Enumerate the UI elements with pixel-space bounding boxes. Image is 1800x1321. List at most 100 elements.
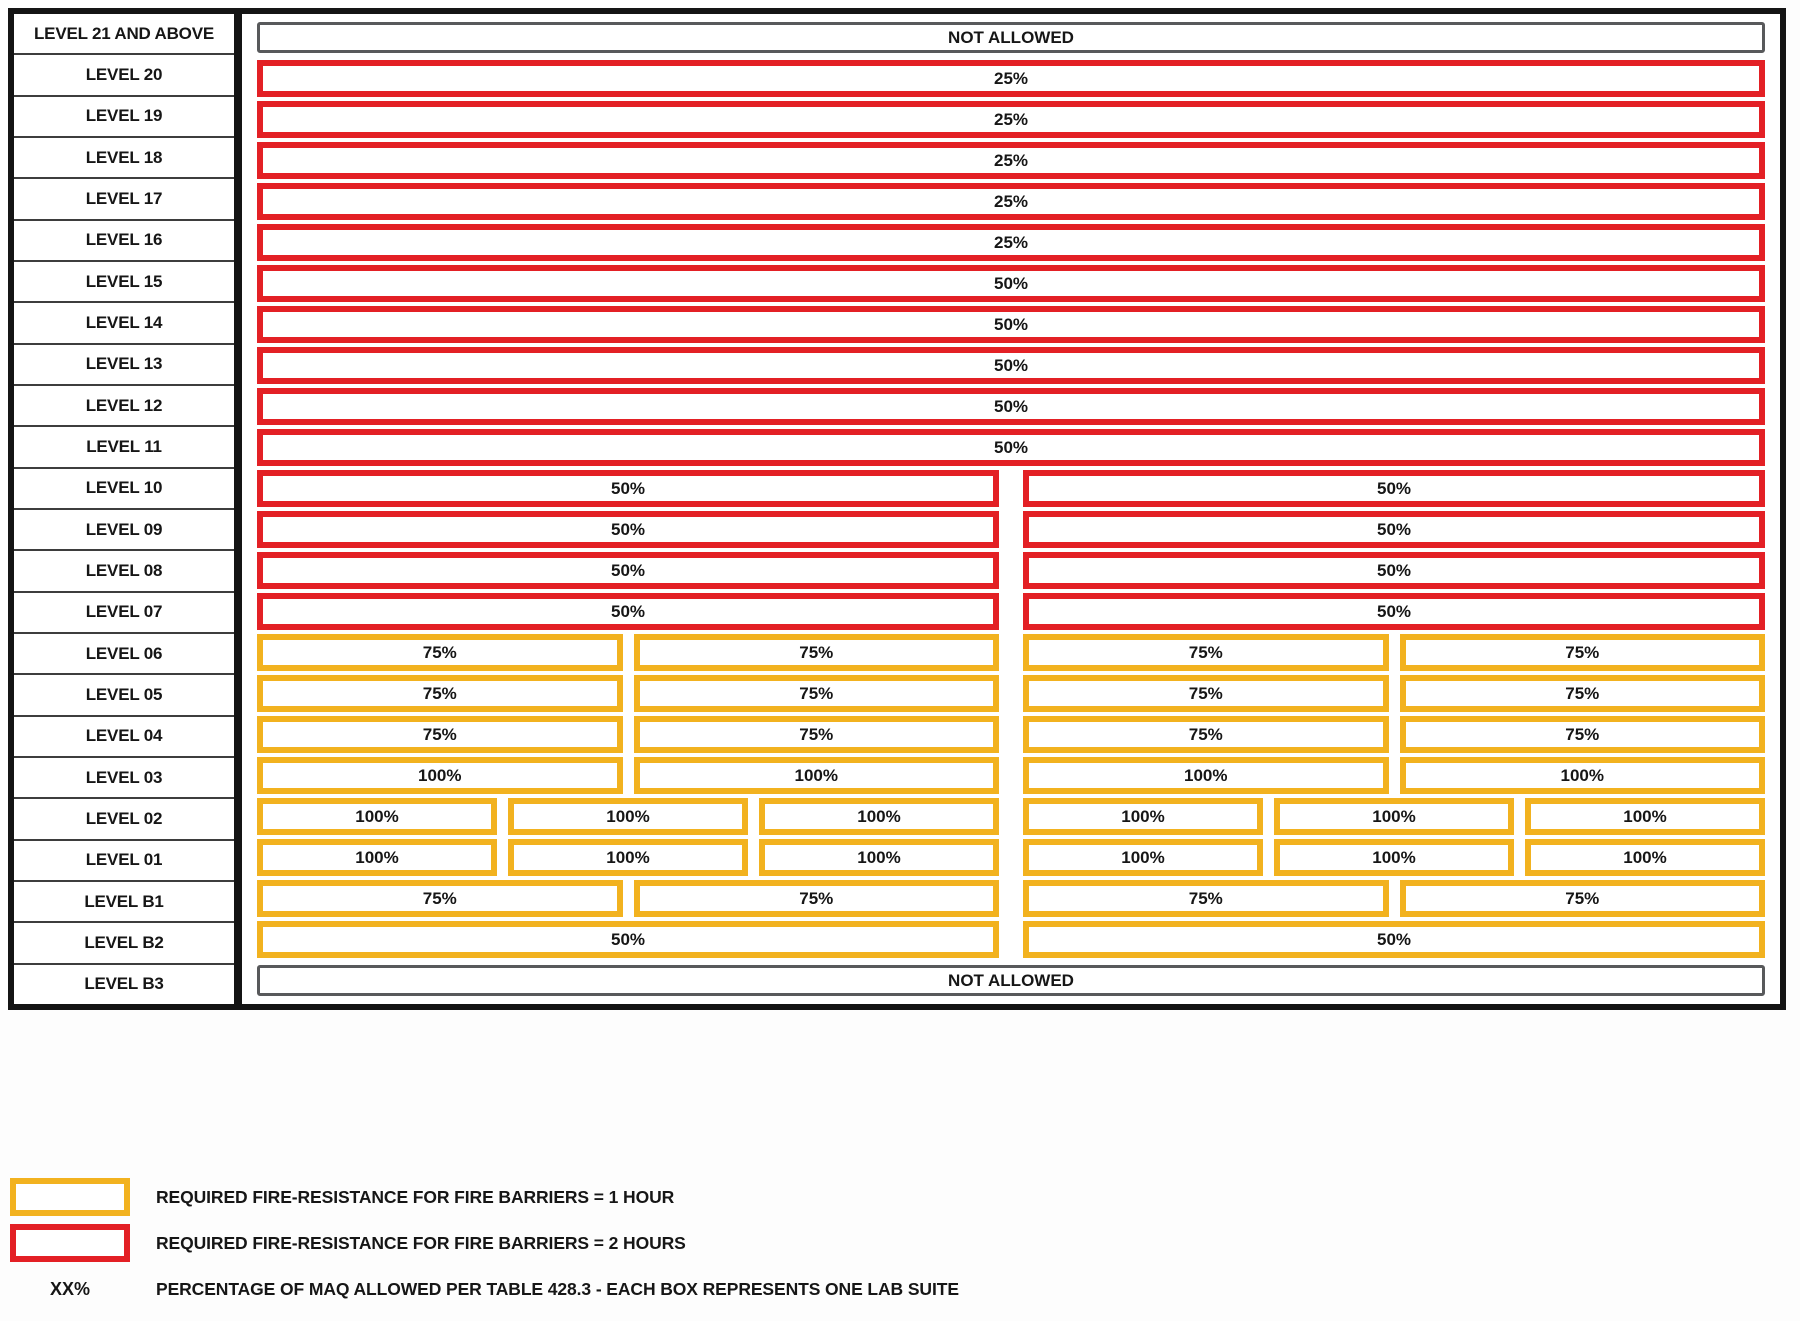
suite-row-left-half: 100% 100%: [257, 757, 999, 794]
level-label: LEVEL 02: [14, 799, 234, 841]
suite-row: 25%: [257, 99, 1765, 140]
suite-row-right-half: 100% 100% 100%: [1023, 839, 1765, 876]
suite-value: 75%: [422, 683, 457, 703]
lab-suite-box: 25%: [257, 183, 1765, 220]
level-label: LEVEL 14: [14, 303, 234, 345]
suite-row: 25%: [257, 181, 1765, 222]
suite-row-right-half: 50%: [1023, 511, 1765, 548]
lab-suite-box: 100%: [257, 798, 497, 835]
legend-row: REQUIRED FIRE-RESISTANCE FOR FIRE BARRIE…: [10, 1224, 959, 1262]
suite-row: NOT ALLOWED: [257, 17, 1765, 58]
level-label: LEVEL 09: [14, 510, 234, 552]
lab-suite-box: 100%: [1525, 798, 1765, 835]
level-label: LEVEL 04: [14, 717, 234, 758]
level-label: LEVEL 15: [14, 262, 234, 304]
lab-suite-box: 50%: [257, 306, 1765, 343]
suite-row: 50%: [257, 263, 1765, 304]
suite-value: NOT ALLOWED: [948, 970, 1074, 990]
lab-suite-box: 100%: [1274, 798, 1514, 835]
lab-suite-box: 100%: [508, 798, 748, 835]
xx-percent-symbol: XX%: [49, 1278, 91, 1299]
level-label: LEVEL 11: [14, 427, 234, 469]
suite-row-left-half: 100% 100% 100%: [257, 839, 999, 876]
suite-value: 100%: [606, 847, 650, 867]
suite-value: 100%: [355, 847, 399, 867]
suite-value: 100%: [1121, 847, 1165, 867]
suite-row: 50%: [257, 345, 1765, 386]
suite-value: 50%: [610, 478, 646, 498]
suite-row-left-half: 50%: [257, 921, 999, 958]
level-label: LEVEL 13: [14, 345, 234, 386]
suites-column: NOT ALLOWED 25% 25% 25% 25% 25% 50% 50% 50% 50% 50…: [242, 14, 1780, 1004]
suite-row: 25%: [257, 58, 1765, 99]
suite-value: 50%: [1376, 929, 1412, 949]
lab-suite-box: 50%: [257, 265, 1765, 302]
suite-row-left-half: 50%: [257, 511, 999, 548]
suite-row-left-half: 75% 75%: [257, 634, 999, 671]
lab-suite-box: 75%: [257, 634, 623, 671]
lab-suite-box: 50%: [1023, 593, 1765, 630]
legend-label: PERCENTAGE OF MAQ ALLOWED PER TABLE 428.…: [156, 1278, 959, 1299]
suite-value: 75%: [1565, 642, 1600, 662]
suite-value: 25%: [993, 68, 1029, 88]
lab-suite-box: 75%: [633, 716, 999, 753]
suite-value: 25%: [993, 150, 1029, 170]
suite-value: 100%: [1121, 806, 1165, 826]
suite-row: 75% 75% 75% 75%: [257, 714, 1765, 755]
suite-value: 100%: [355, 806, 399, 826]
suite-value: 75%: [799, 724, 834, 744]
level-label: LEVEL 03: [14, 758, 234, 800]
suite-value: 100%: [1372, 806, 1416, 826]
suite-row: 100% 100% 100% 100% 100% 100%: [257, 796, 1765, 837]
not-allowed-box: NOT ALLOWED: [257, 965, 1765, 996]
lab-suite-box: 100%: [1399, 757, 1765, 794]
suite-row: 50%: [257, 386, 1765, 427]
yellow-swatch-box: [10, 1178, 130, 1216]
suite-row-left-half: 75% 75%: [257, 675, 999, 712]
lab-suite-box: 100%: [1525, 839, 1765, 876]
suite-value: 75%: [1188, 642, 1223, 662]
suite-value: 50%: [1376, 519, 1412, 539]
level-label: LEVEL 10: [14, 469, 234, 510]
suite-value: 100%: [606, 806, 650, 826]
lab-suite-box: 75%: [257, 675, 623, 712]
lab-suite-box: 75%: [257, 716, 623, 753]
not-allowed-box: NOT ALLOWED: [257, 22, 1765, 53]
suite-row-right-half: 50%: [1023, 552, 1765, 589]
suite-row-left-half: 50%: [257, 552, 999, 589]
suite-row-right-half: 100% 100% 100%: [1023, 798, 1765, 835]
legend-label: REQUIRED FIRE-RESISTANCE FOR FIRE BARRIE…: [156, 1186, 675, 1207]
suite-row-left-half: 50%: [257, 593, 999, 630]
lab-suite-box: 75%: [633, 634, 999, 671]
lab-suite-box: 100%: [759, 798, 999, 835]
level-label: LEVEL 17: [14, 179, 234, 221]
level-label: LEVEL 08: [14, 551, 234, 593]
suite-value: 100%: [1623, 806, 1667, 826]
lab-suite-box: 100%: [1023, 798, 1263, 835]
suite-row: 50%: [257, 304, 1765, 345]
lab-suite-box: 50%: [1023, 552, 1765, 589]
level-label: LEVEL B3: [84, 974, 164, 994]
suite-row-right-half: 50%: [1023, 921, 1765, 958]
lab-suite-box: 75%: [1399, 675, 1765, 712]
suite-value: 75%: [799, 642, 834, 662]
lab-suite-box: 50%: [1023, 470, 1765, 507]
suite-row-left-half: 75% 75%: [257, 716, 999, 753]
suite-value: 100%: [857, 847, 901, 867]
suite-value: 75%: [1565, 683, 1600, 703]
suite-value: 50%: [1376, 560, 1412, 580]
suite-row-right-half: 75% 75%: [1023, 634, 1765, 671]
lab-suite-box: 100%: [1023, 757, 1389, 794]
lab-suite-box: 100%: [257, 839, 497, 876]
suite-row: 50% 50%: [257, 468, 1765, 509]
red-swatch-box: [10, 1224, 130, 1262]
suite-value: 50%: [610, 601, 646, 621]
suite-row: 100% 100% 100% 100%: [257, 755, 1765, 796]
suite-value: 75%: [799, 683, 834, 703]
suite-row-right-half: 75% 75%: [1023, 675, 1765, 712]
level-label: LEVEL 05: [14, 675, 234, 717]
legend: REQUIRED FIRE-RESISTANCE FOR FIRE BARRIE…: [10, 1178, 959, 1308]
suite-row-left-half: 75% 75%: [257, 880, 999, 917]
suite-row-right-half: 100% 100%: [1023, 757, 1765, 794]
